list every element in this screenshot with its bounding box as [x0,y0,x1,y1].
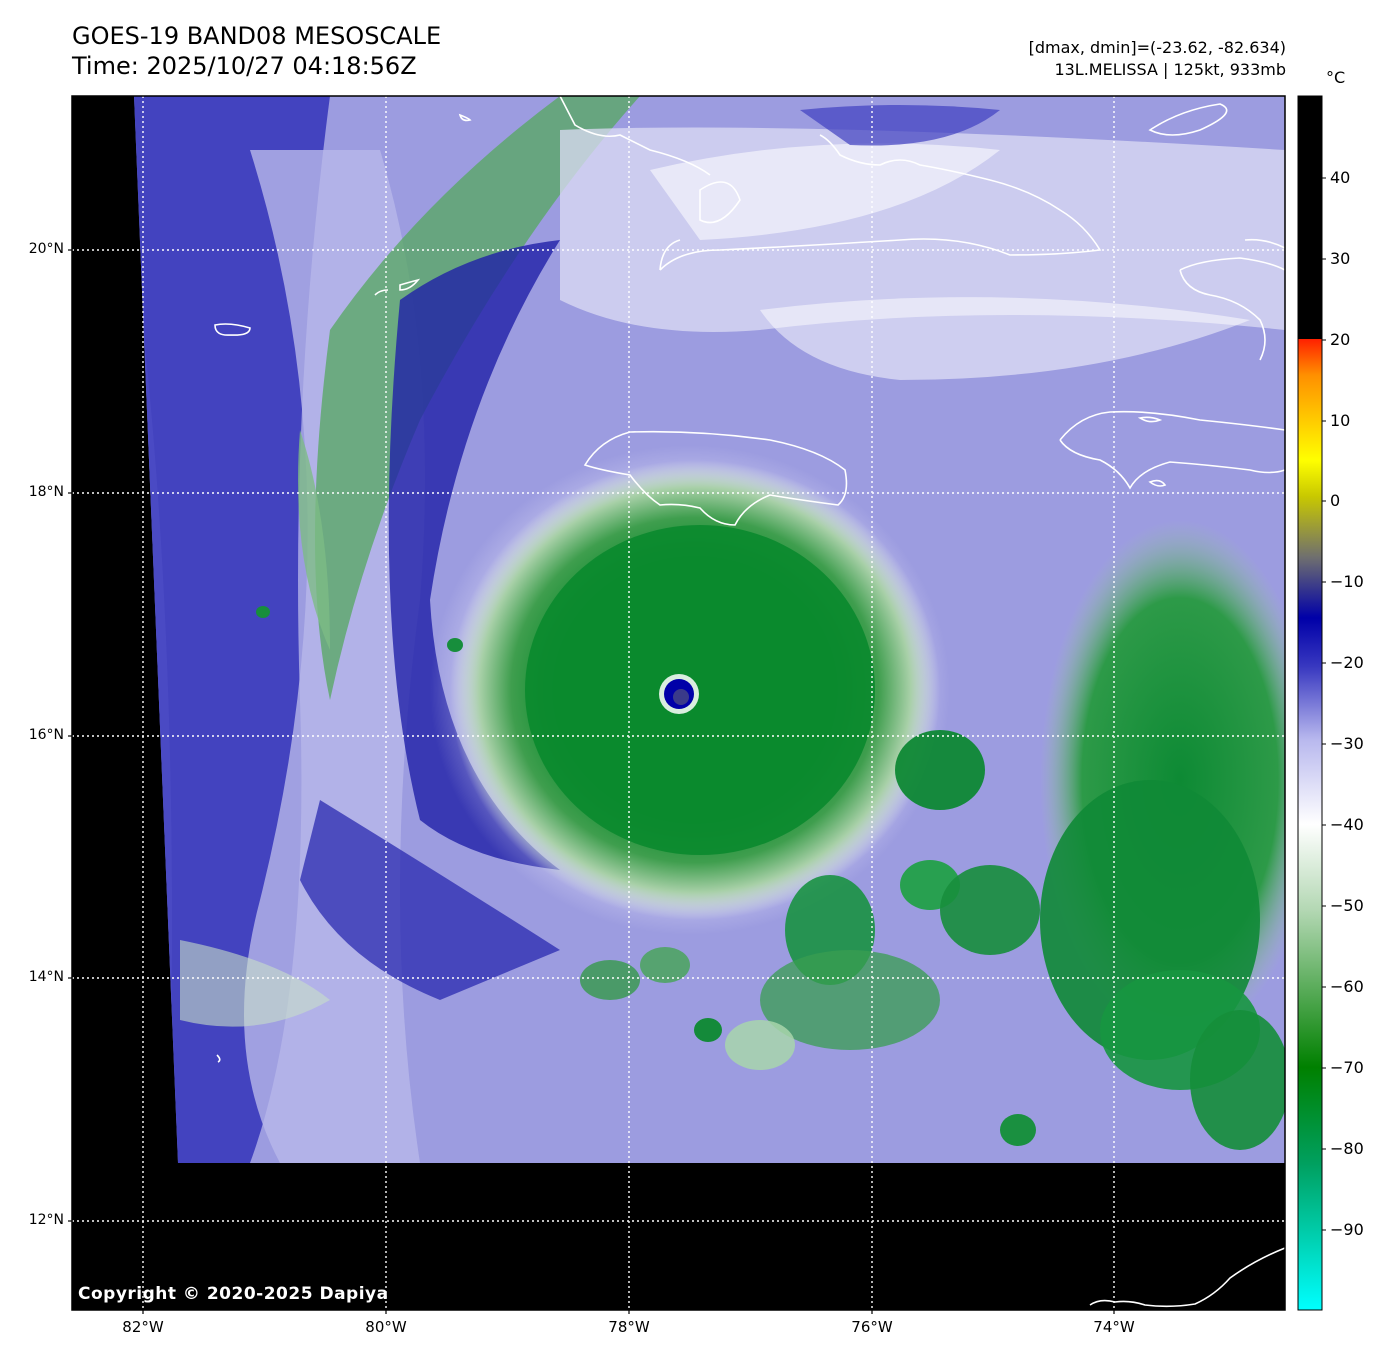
colorbar-tick-label: −10 [1330,572,1364,591]
dmax-dmin-readout: [dmax, dmin]=(-23.62, -82.634) [1028,38,1286,57]
graticule [72,96,1285,1310]
storm-info: 13L.MELISSA | 125kt, 933mb [1054,60,1286,79]
colorbar-tick-label: −60 [1330,977,1364,996]
lon-label-74w: 74°W [1093,1318,1135,1336]
colorbar-tick-label: −70 [1330,1058,1364,1077]
map-timestamp: Time: 2025/10/27 04:18:56Z [72,52,417,80]
jamaica-coastline [583,430,848,526]
satellite-imagery [134,96,1285,1163]
colorbar-tick-label: −30 [1330,734,1364,753]
colorbar-tick-label: 20 [1330,330,1351,349]
colorbar-ticks [1322,177,1326,1231]
lon-label-82w: 82°W [122,1318,164,1336]
colorbar-tick-label: −20 [1330,653,1364,672]
lat-label-20n: 20°N [28,241,64,257]
colorbar-tick-label: −80 [1330,1139,1364,1158]
colorbar-tick-label: 0 [1330,491,1341,510]
colorbar-tick-label: −90 [1330,1220,1364,1239]
coastlines [214,95,1286,1308]
lat-label-12n: 12°N [28,1212,64,1228]
lon-label-76w: 76°W [851,1318,893,1336]
copyright-notice: Copyright © 2020-2025 Dapiya [78,1284,389,1304]
cuba-coastline [659,134,1102,271]
lon-label-78w: 78°W [608,1318,650,1336]
colorbar-tick-label: −50 [1330,896,1364,915]
lon-label-80w: 80°W [365,1318,407,1336]
colorbar-tick-label: 30 [1330,249,1351,268]
axis-ticks [68,249,1115,1314]
hispaniola-coastline [1059,410,1286,490]
lat-label-14n: 14°N [28,969,64,985]
colombia-coastline [1089,1247,1286,1308]
colorbar-tick-label: 10 [1330,411,1351,430]
colorbar-unit: °C [1326,68,1346,87]
lat-label-18n: 18°N [28,484,64,500]
cuba-coastline-west [699,181,741,224]
colorbar-tick-label: 40 [1330,168,1351,187]
lat-label-16n: 16°N [28,727,64,743]
map-title: GOES-19 BAND08 MESOSCALE [72,22,442,50]
colorbar-frame [1297,95,1323,1311]
colorbar-tick-label: −40 [1330,815,1364,834]
map-frame [71,95,1286,1311]
colorbar [1298,96,1322,1310]
